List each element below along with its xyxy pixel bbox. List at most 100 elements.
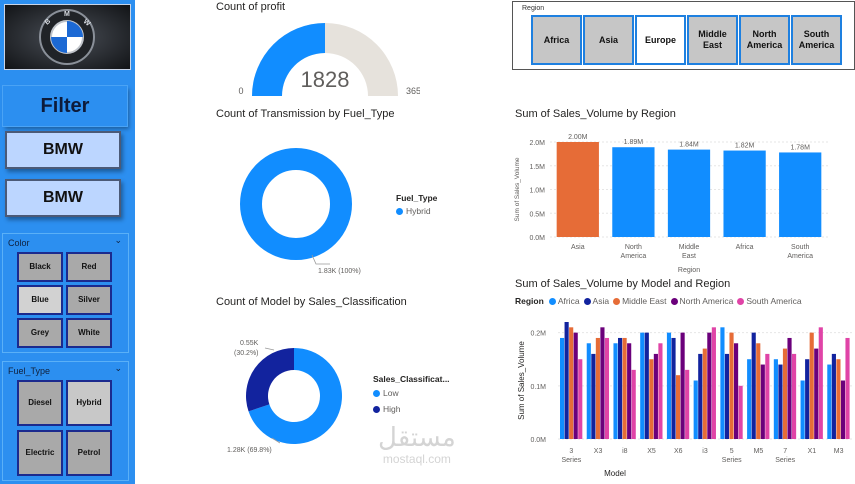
color-option-grey[interactable]: Grey: [17, 318, 63, 348]
bar[interactable]: [791, 353, 797, 439]
bar[interactable]: [595, 337, 600, 439]
color-option-silver[interactable]: Silver: [66, 285, 112, 315]
cluster-legend-item[interactable]: Middle East: [613, 296, 667, 306]
bar[interactable]: [738, 385, 743, 439]
color-option-blue[interactable]: Blue: [17, 285, 63, 315]
bar[interactable]: [622, 337, 627, 439]
bar[interactable]: [787, 337, 792, 439]
make-slicer-button-2[interactable]: BMW: [5, 179, 121, 217]
leader-line: [271, 437, 281, 444]
region-option-middle-east[interactable]: Middle East: [687, 15, 738, 65]
bar[interactable]: [578, 359, 583, 439]
region-option-north-america[interactable]: North America: [739, 15, 790, 65]
bar[interactable]: [644, 332, 649, 439]
region-option-africa[interactable]: Africa: [531, 15, 582, 65]
donut-sales-title: Count of Model by Sales_Classification: [216, 296, 407, 308]
bar[interactable]: [613, 343, 618, 439]
chevron-down-icon[interactable]: ⌄: [114, 235, 122, 245]
bar[interactable]: [612, 147, 655, 237]
bar[interactable]: [845, 337, 850, 439]
bar[interactable]: [756, 343, 761, 439]
bar[interactable]: [747, 359, 752, 439]
bar[interactable]: [600, 327, 605, 439]
cluster-legend-item[interactable]: Asia: [583, 296, 609, 306]
color-option-white[interactable]: White: [66, 318, 112, 348]
bar[interactable]: [685, 369, 690, 439]
fuel-option-petrol[interactable]: Petrol: [66, 430, 112, 476]
region-option-asia[interactable]: Asia: [583, 15, 634, 65]
donut-fuel-title: Count of Transmission by Fuel_Type: [216, 108, 395, 120]
y-tick-label: 2.0M: [529, 140, 545, 147]
bar[interactable]: [586, 343, 591, 439]
make-slicer-button-1[interactable]: BMW: [5, 131, 121, 169]
bar[interactable]: [720, 327, 725, 439]
bar[interactable]: [640, 332, 645, 439]
bar[interactable]: [560, 337, 565, 439]
bar[interactable]: [818, 327, 823, 439]
bar[interactable]: [618, 337, 623, 439]
gauge-max: 3656: [406, 86, 420, 96]
bar[interactable]: [778, 364, 783, 439]
bar[interactable]: [831, 353, 836, 439]
bar[interactable]: [751, 332, 756, 439]
legend-dot-icon: [548, 298, 556, 306]
cluster-legend-item[interactable]: Africa: [548, 296, 580, 306]
bar[interactable]: [564, 322, 569, 439]
bar[interactable]: [707, 332, 712, 439]
bar[interactable]: [631, 369, 636, 439]
bar[interactable]: [729, 332, 734, 439]
bar[interactable]: [702, 348, 707, 439]
bar[interactable]: [805, 359, 810, 439]
bar[interactable]: [840, 380, 846, 440]
bar[interactable]: [604, 337, 610, 439]
bar[interactable]: [653, 353, 658, 439]
fuel-type-slicer-label: Fuel_Type: [8, 366, 51, 376]
region-option-south-america[interactable]: South America: [791, 15, 842, 65]
bar[interactable]: [733, 343, 739, 439]
donut-slice-hybrid[interactable]: [240, 148, 352, 260]
bar[interactable]: [676, 375, 681, 439]
bar[interactable]: [773, 359, 778, 439]
bar[interactable]: [827, 364, 832, 439]
bmw-logo: B M W: [4, 4, 131, 70]
bar[interactable]: [666, 332, 672, 439]
chevron-down-icon[interactable]: ⌄: [114, 363, 122, 373]
bar[interactable]: [649, 359, 654, 439]
bar[interactable]: [569, 327, 574, 439]
bar[interactable]: [724, 353, 730, 439]
color-option-black[interactable]: Black: [17, 252, 63, 282]
bar[interactable]: [556, 142, 599, 237]
cluster-legend-item[interactable]: South America: [737, 296, 802, 306]
fuel-option-hybrid[interactable]: Hybrid: [66, 380, 112, 426]
x-tick-label: North: [625, 244, 642, 251]
bar[interactable]: [698, 353, 703, 439]
gauge-fill: [252, 23, 325, 96]
color-option-red[interactable]: Red: [66, 252, 112, 282]
bar[interactable]: [836, 359, 841, 439]
bar[interactable]: [800, 380, 805, 440]
fuel-option-diesel[interactable]: Diesel: [17, 380, 63, 426]
bar[interactable]: [779, 152, 822, 237]
bar[interactable]: [573, 332, 578, 439]
bar[interactable]: [627, 343, 632, 439]
x-tick-label: America: [621, 253, 647, 260]
bar[interactable]: [782, 348, 788, 439]
bar[interactable]: [671, 337, 676, 439]
bar[interactable]: [765, 353, 770, 439]
color-slicer-label: Color: [8, 238, 30, 248]
bar[interactable]: [658, 343, 663, 439]
cluster-legend-item[interactable]: North America: [670, 296, 733, 306]
fuel-option-electric[interactable]: Electric: [17, 430, 63, 476]
bar[interactable]: [711, 327, 716, 439]
region-option-europe[interactable]: Europe: [635, 15, 686, 65]
bar[interactable]: [723, 150, 766, 237]
bar[interactable]: [809, 332, 814, 439]
donut-slice-high[interactable]: [246, 348, 294, 412]
bar[interactable]: [680, 332, 685, 439]
bar[interactable]: [693, 380, 698, 440]
bar[interactable]: [591, 353, 596, 439]
bar[interactable]: [760, 364, 765, 439]
bar[interactable]: [814, 348, 819, 439]
donut-slice-low[interactable]: [248, 348, 342, 444]
bar[interactable]: [667, 149, 711, 237]
